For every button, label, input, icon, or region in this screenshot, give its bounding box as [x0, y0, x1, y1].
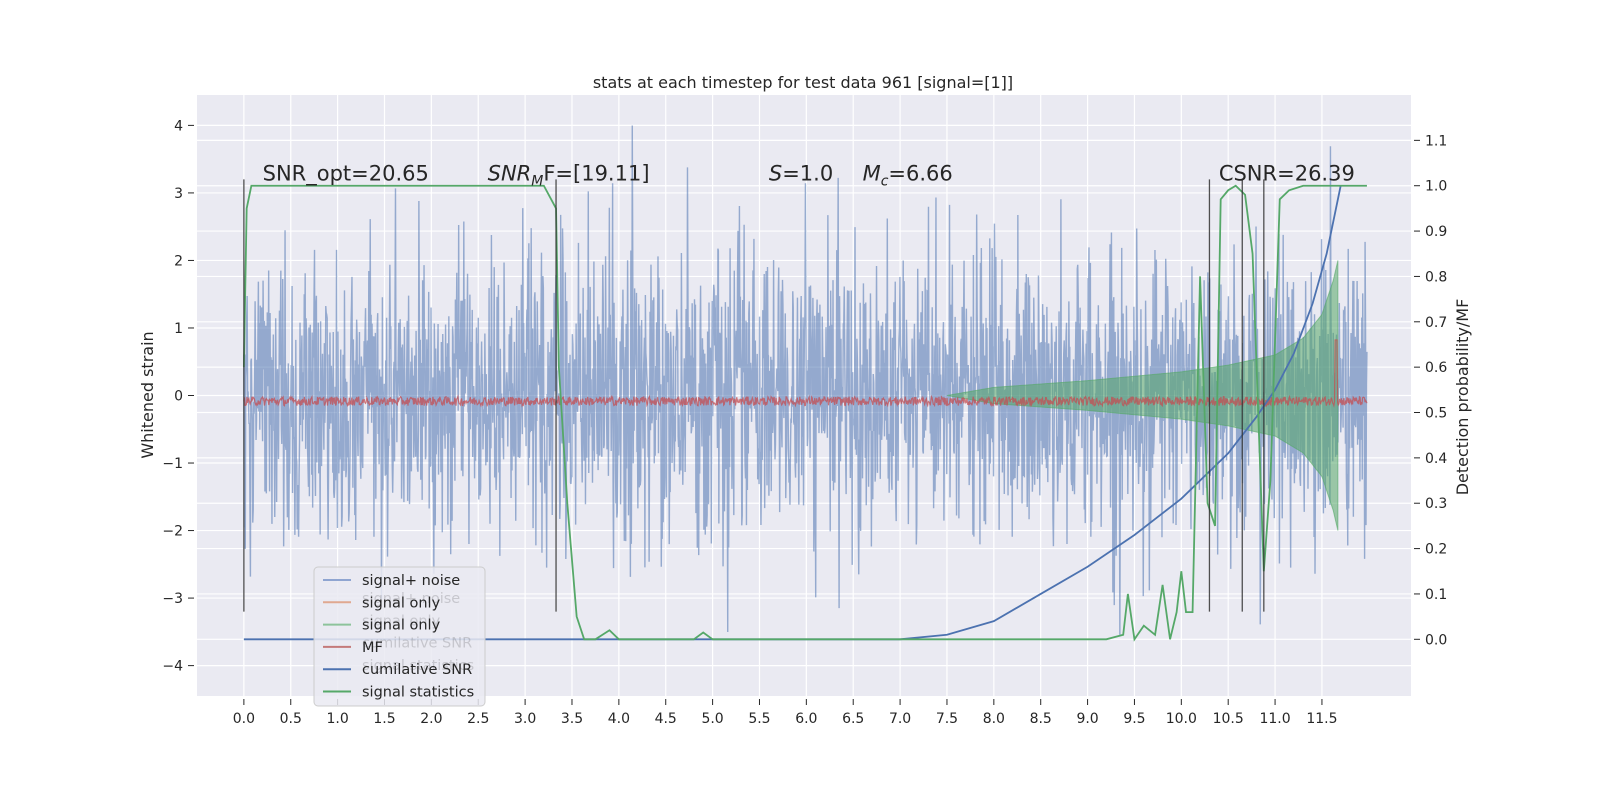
x-tick-label: 4.5: [655, 711, 677, 727]
x-tick-label: 4.0: [608, 711, 630, 727]
y2-tick-label: 1.1: [1425, 133, 1447, 149]
annotation-suffix: =6.66: [888, 161, 952, 185]
x-tick-label: 3.0: [514, 711, 536, 727]
annotation-main: CSNR=26.39: [1219, 161, 1355, 185]
legend-label: cumilative SNR: [362, 662, 472, 678]
annotation: SNRMF=[19.11]: [488, 161, 650, 189]
y2-tick-label: 0.8: [1425, 269, 1447, 285]
y-tick-label: −3: [162, 591, 183, 607]
x-tick-label: 9.5: [1123, 711, 1145, 727]
y2-tick-label: 0.2: [1425, 542, 1447, 558]
x-tick-label: 2.5: [467, 711, 489, 727]
legend-label: signal statistics: [362, 685, 474, 701]
signal-noise-line: [243, 125, 1368, 635]
annotation-main: SNR: [488, 161, 532, 185]
legend-label: signal only: [362, 595, 441, 611]
annotation: Mc=6.66: [863, 161, 953, 189]
legend-label: signal+ noise: [362, 573, 460, 589]
legend-box: [313, 566, 486, 707]
y-tick-label: −1: [162, 456, 183, 472]
annotation-subscript: c: [881, 173, 889, 189]
x-tick-label: 0.0: [233, 711, 255, 727]
signal-statistics-line: [242, 184, 1367, 642]
y2-tick-label: 0.7: [1425, 315, 1447, 331]
y2-axis-title: Detection probability/MF: [1453, 299, 1472, 496]
annotation-suffix: =1.0: [782, 161, 833, 185]
legend-ghost-label: signal only: [362, 613, 441, 629]
x-tick-label: 6.5: [842, 711, 864, 727]
y-axis-ticks: 4 3 2 1 0 −1 −2 −3 −4: [162, 118, 194, 675]
x-tick-label: 5.0: [701, 711, 723, 727]
y2-axis-ticks: 1.1 1.0 0.9 0.8 0.7 0.6 0.5 0.4 0.3 0.2 0.1 0.0: [1414, 133, 1447, 648]
y-tick-label: 3: [174, 186, 183, 202]
annotations: SNR_opt=20.65 SNRMF=[19.11] S=1.0 Mc=6.66 CS…: [263, 161, 1355, 189]
y-axis-title: Whitened strain: [138, 331, 157, 458]
annotation-main: M: [863, 161, 881, 185]
y-tick-label: 0: [174, 389, 183, 405]
x-tick-label: 11.0: [1259, 711, 1290, 727]
chart-title: stats at each timestep for test data 961…: [593, 73, 1013, 92]
x-tick-label: 3.5: [561, 711, 583, 727]
x-tick-label: 6.0: [795, 711, 817, 727]
series-layer: [242, 125, 1368, 642]
legend-ghost-label: signal+ noise: [362, 591, 460, 607]
annotation-main: S: [769, 161, 782, 185]
y2-tick-label: 0.6: [1425, 360, 1447, 376]
x-tick-label: 8.0: [983, 711, 1005, 727]
annotation: CSNR=26.39: [1219, 161, 1355, 185]
x-tick-label: 10.5: [1213, 711, 1244, 727]
y2-tick-label: 0.0: [1425, 632, 1447, 648]
x-tick-label: 1.5: [373, 711, 395, 727]
x-axis-ticks: 0.0 0.5 1.0 1.5 2.0 2.5 3.0 3.5 4.0 4.5 5.0 5.5 6.0 6…: [233, 699, 1338, 727]
y2-tick-label: 1.0: [1425, 179, 1447, 195]
legend-label: signal only: [362, 618, 441, 634]
y-tick-label: −2: [162, 524, 183, 540]
cumulative-snr-line: [243, 185, 1342, 641]
y-tick-label: 2: [174, 253, 183, 269]
y-tick-label: 4: [174, 118, 183, 134]
y2-tick-label: 0.5: [1425, 406, 1447, 422]
annotation: SNR_opt=20.65: [263, 161, 429, 186]
x-tick-label: 5.5: [748, 711, 770, 727]
x-tick-label: 9.0: [1076, 711, 1098, 727]
x-tick-label: 10.0: [1166, 711, 1197, 727]
x-tick-label: 2.0: [420, 711, 442, 727]
y2-tick-label: 0.1: [1425, 587, 1447, 603]
x-tick-label: 11.5: [1306, 711, 1337, 727]
y-tick-label: 1: [174, 321, 183, 337]
annotation-main: SNR_opt=20.65: [263, 161, 429, 186]
annotation-subscript: M: [531, 173, 543, 189]
legend-ghost-label: cumilative SNR: [362, 636, 472, 652]
x-tick-label: 7.5: [936, 711, 958, 727]
y2-tick-label: 0.3: [1425, 496, 1447, 512]
x-tick-label: 1.0: [326, 711, 348, 727]
x-tick-label: 8.5: [1030, 711, 1052, 727]
legend-label: MF: [362, 640, 383, 656]
x-tick-label: 7.0: [889, 711, 911, 727]
legend-ghost-label: signal statistics: [362, 658, 474, 674]
mf-line: [243, 339, 1368, 408]
vertical-markers: [243, 179, 1265, 612]
y2-tick-label: 0.9: [1425, 224, 1447, 240]
annotation: S=1.0: [769, 161, 833, 185]
annotation-suffix: F=[19.11]: [543, 161, 649, 185]
x-tick-label: 0.5: [280, 711, 302, 727]
y2-tick-label: 0.4: [1425, 451, 1447, 467]
y-tick-label: −4: [162, 659, 183, 675]
